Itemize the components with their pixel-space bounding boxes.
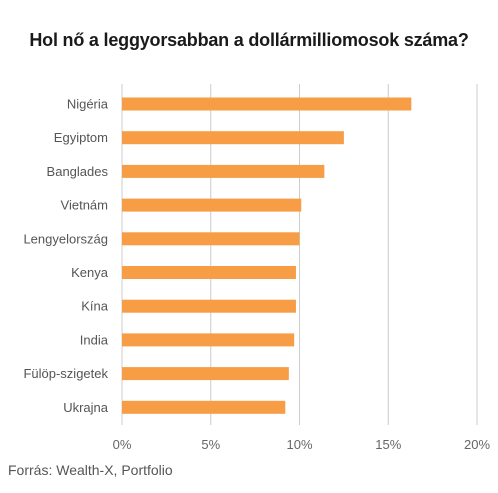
category-label: Nigéria xyxy=(67,97,109,112)
category-label: Lengyelország xyxy=(23,231,108,246)
x-tick-label: 20% xyxy=(464,437,490,452)
x-tick-label: 15% xyxy=(375,437,401,452)
bar xyxy=(122,299,296,313)
category-label: Ukrajna xyxy=(63,400,109,415)
category-label: Vietnám xyxy=(61,198,108,213)
bar xyxy=(122,367,289,381)
bar xyxy=(122,198,302,212)
bar xyxy=(122,131,344,145)
x-tick-label: 0% xyxy=(113,437,132,452)
bar-chart: 0% 5% 10% 15% 20% Nigéria Egyiptom Banglades Vie… xyxy=(23,84,490,452)
bar xyxy=(122,97,412,111)
category-label: Kenya xyxy=(71,265,109,280)
chart-title: Hol nő a leggyorsabban a dollármilliomos… xyxy=(29,30,469,50)
bar xyxy=(122,333,295,347)
category-label: Kína xyxy=(81,299,109,314)
x-tick-label: 10% xyxy=(286,437,312,452)
category-label: Banglades xyxy=(47,164,109,179)
bar xyxy=(122,400,286,414)
category-label: Fülöp-szigetek xyxy=(23,366,108,381)
bar xyxy=(122,232,300,246)
source-note: Forrás: Wealth-X, Portfolio xyxy=(8,462,173,478)
category-label: Egyiptom xyxy=(54,130,108,145)
bar xyxy=(122,266,296,279)
category-label: India xyxy=(80,332,109,347)
bar xyxy=(122,164,325,178)
x-tick-label: 5% xyxy=(201,437,220,452)
